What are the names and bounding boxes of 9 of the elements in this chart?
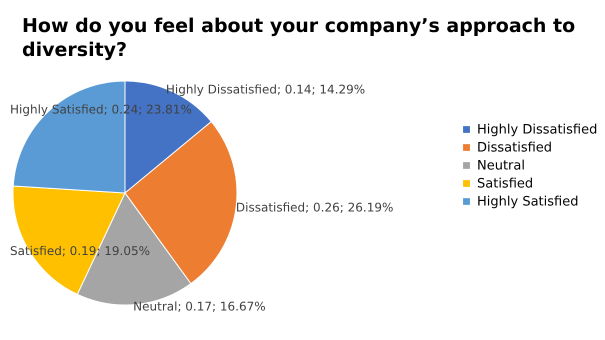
legend-label: Satisfied [477, 176, 534, 192]
legend-label: Highly Satisfied [477, 194, 578, 210]
chart-title: How do you feel about your company’s approach to diversity? [22, 14, 576, 62]
data-label: Highly Dissatisfied; 0.14; 14.29% [166, 82, 366, 97]
legend-label: Highly Dissatisfied [477, 122, 598, 138]
data-label: Neutral; 0.17; 16.67% [133, 300, 266, 314]
legend-label: Dissatisfied [477, 140, 552, 156]
data-label: Dissatisfied; 0.26; 26.19% [236, 200, 394, 214]
legend-label: Neutral [477, 158, 525, 174]
